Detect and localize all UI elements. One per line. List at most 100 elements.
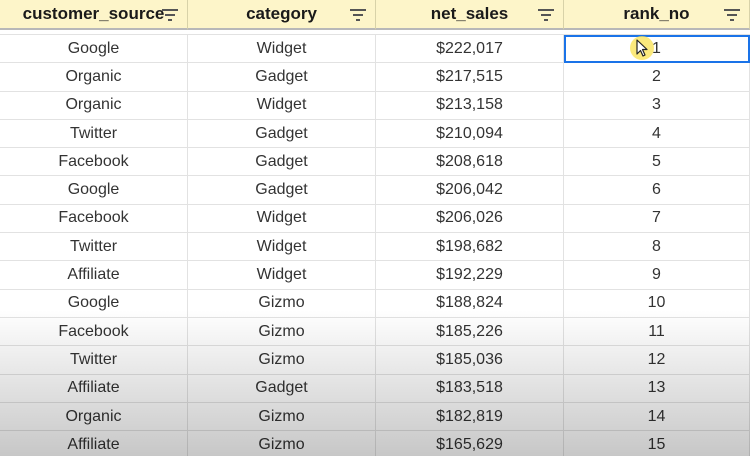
table-cell-rank-no[interactable]: 3 — [564, 91, 750, 120]
table-cell-rank-no[interactable]: 2 — [564, 63, 750, 92]
cell-value: 6 — [652, 181, 661, 199]
table-cell-category[interactable]: Widget — [188, 91, 376, 120]
table-cell-rank-no[interactable]: 13 — [564, 374, 750, 403]
table-cell-rank-no[interactable]: 8 — [564, 233, 750, 262]
cell-value: Gadget — [255, 124, 308, 142]
table-cell-rank-no[interactable]: 12 — [564, 346, 750, 375]
table-cell-rank-no[interactable]: 7 — [564, 204, 750, 234]
header-rank-no[interactable]: rank_no — [564, 0, 750, 30]
table-cell-rank-no[interactable]: 9 — [564, 261, 750, 290]
cell-value: Twitter — [69, 237, 118, 255]
cell-value: $210,094 — [436, 124, 503, 142]
cell-value: Gadget — [255, 181, 308, 199]
table-cell-rank-no[interactable]: 6 — [564, 176, 750, 205]
table-cell-customer-source[interactable]: Affiliate — [0, 374, 188, 403]
table-cell-net-sales[interactable]: $210,094 — [376, 119, 564, 149]
table-cell-net-sales[interactable]: $185,226 — [376, 317, 564, 347]
frozen-row-gap — [0, 30, 750, 35]
table-cell-customer-source[interactable]: Organic — [0, 91, 188, 120]
cell-value: $188,824 — [436, 294, 503, 312]
table-cell-category[interactable]: Gizmo — [188, 289, 376, 318]
table-cell-net-sales[interactable]: $217,515 — [376, 63, 564, 92]
table-cell-category[interactable]: Widget — [188, 261, 376, 290]
table-cell-customer-source[interactable]: Facebook — [0, 204, 188, 234]
table-cell-customer-source[interactable]: Twitter — [0, 119, 188, 149]
table-cell-customer-source[interactable]: Affiliate — [0, 261, 188, 290]
cell-value: Widget — [256, 209, 307, 227]
cell-value: 5 — [652, 152, 661, 170]
table-cell-customer-source[interactable]: Google — [0, 35, 188, 64]
table-cell-rank-no[interactable]: 1 — [564, 35, 750, 64]
cell-value: 12 — [647, 350, 666, 368]
table-cell-net-sales[interactable]: $208,618 — [376, 148, 564, 177]
table-cell-customer-source[interactable]: Facebook — [0, 148, 188, 177]
cell-value: 15 — [647, 435, 666, 453]
cell-value: Affiliate — [67, 435, 120, 453]
cell-value: Organic — [65, 407, 122, 425]
table-cell-category[interactable]: Gizmo — [188, 346, 376, 375]
table-cell-category[interactable]: Widget — [188, 35, 376, 64]
filter-icon[interactable] — [350, 9, 366, 21]
table-cell-net-sales[interactable]: $206,042 — [376, 176, 564, 205]
table-cell-category[interactable]: Gadget — [188, 176, 376, 205]
cell-value: 9 — [652, 266, 661, 284]
table-cell-rank-no[interactable]: 11 — [564, 317, 750, 347]
cell-value: Gizmo — [258, 350, 305, 368]
table-cell-category[interactable]: Gadget — [188, 374, 376, 403]
cell-value: Twitter — [69, 350, 118, 368]
table-cell-customer-source[interactable]: Twitter — [0, 233, 188, 262]
table-cell-net-sales[interactable]: $192,229 — [376, 261, 564, 290]
table-cell-customer-source[interactable]: Organic — [0, 402, 188, 432]
table-cell-category[interactable]: Gizmo — [188, 431, 376, 456]
cell-value: 7 — [652, 209, 661, 227]
filter-icon[interactable] — [538, 9, 554, 21]
table-cell-net-sales[interactable]: $182,819 — [376, 402, 564, 432]
table-cell-customer-source[interactable]: Organic — [0, 63, 188, 92]
cell-value: Gizmo — [258, 407, 305, 425]
table-cell-net-sales[interactable]: $206,026 — [376, 204, 564, 234]
table-cell-rank-no[interactable]: 15 — [564, 431, 750, 456]
table-cell-net-sales[interactable]: $213,158 — [376, 91, 564, 120]
table-cell-category[interactable]: Gizmo — [188, 317, 376, 347]
header-net-sales[interactable]: net_sales — [376, 0, 564, 30]
table-cell-net-sales[interactable]: $183,518 — [376, 374, 564, 403]
filter-icon[interactable] — [162, 9, 178, 21]
table-cell-category[interactable]: Gadget — [188, 119, 376, 149]
cell-value: 10 — [647, 294, 666, 312]
table-cell-rank-no[interactable]: 14 — [564, 402, 750, 432]
table-cell-customer-source[interactable]: Google — [0, 289, 188, 318]
table-cell-customer-source[interactable]: Facebook — [0, 317, 188, 347]
table-cell-rank-no[interactable]: 5 — [564, 148, 750, 177]
cell-value: Facebook — [58, 209, 129, 227]
table-cell-customer-source[interactable]: Google — [0, 176, 188, 205]
cell-value: $206,026 — [436, 209, 503, 227]
table-cell-category[interactable]: Widget — [188, 233, 376, 262]
mouse-pointer-icon — [630, 36, 654, 60]
table-cell-net-sales[interactable]: $198,682 — [376, 233, 564, 262]
cell-value: Gadget — [255, 379, 308, 397]
filter-icon[interactable] — [724, 9, 740, 21]
header-category[interactable]: category — [188, 0, 376, 30]
table-cell-net-sales[interactable]: $222,017 — [376, 35, 564, 64]
cell-value: $165,629 — [436, 435, 503, 453]
table-cell-rank-no[interactable]: 10 — [564, 289, 750, 318]
cell-value: $185,226 — [436, 322, 503, 340]
table-cell-customer-source[interactable]: Twitter — [0, 346, 188, 375]
cell-value: Widget — [256, 266, 307, 284]
table-cell-net-sales[interactable]: $188,824 — [376, 289, 564, 318]
table-cell-category[interactable]: Gizmo — [188, 402, 376, 432]
table-cell-category[interactable]: Widget — [188, 204, 376, 234]
table-cell-customer-source[interactable]: Affiliate — [0, 431, 188, 456]
table-cell-category[interactable]: Gadget — [188, 148, 376, 177]
cell-value: Affiliate — [67, 266, 120, 284]
table-cell-rank-no[interactable]: 4 — [564, 119, 750, 149]
cell-value: $183,518 — [436, 379, 503, 397]
table-cell-category[interactable]: Gadget — [188, 63, 376, 92]
table-cell-net-sales[interactable]: $165,629 — [376, 431, 564, 456]
table-cell-net-sales[interactable]: $185,036 — [376, 346, 564, 375]
header-customer-source[interactable]: customer_source — [0, 0, 188, 30]
cell-value: 13 — [647, 379, 666, 397]
header-label: rank_no — [623, 4, 690, 23]
cell-value: Google — [67, 294, 120, 312]
